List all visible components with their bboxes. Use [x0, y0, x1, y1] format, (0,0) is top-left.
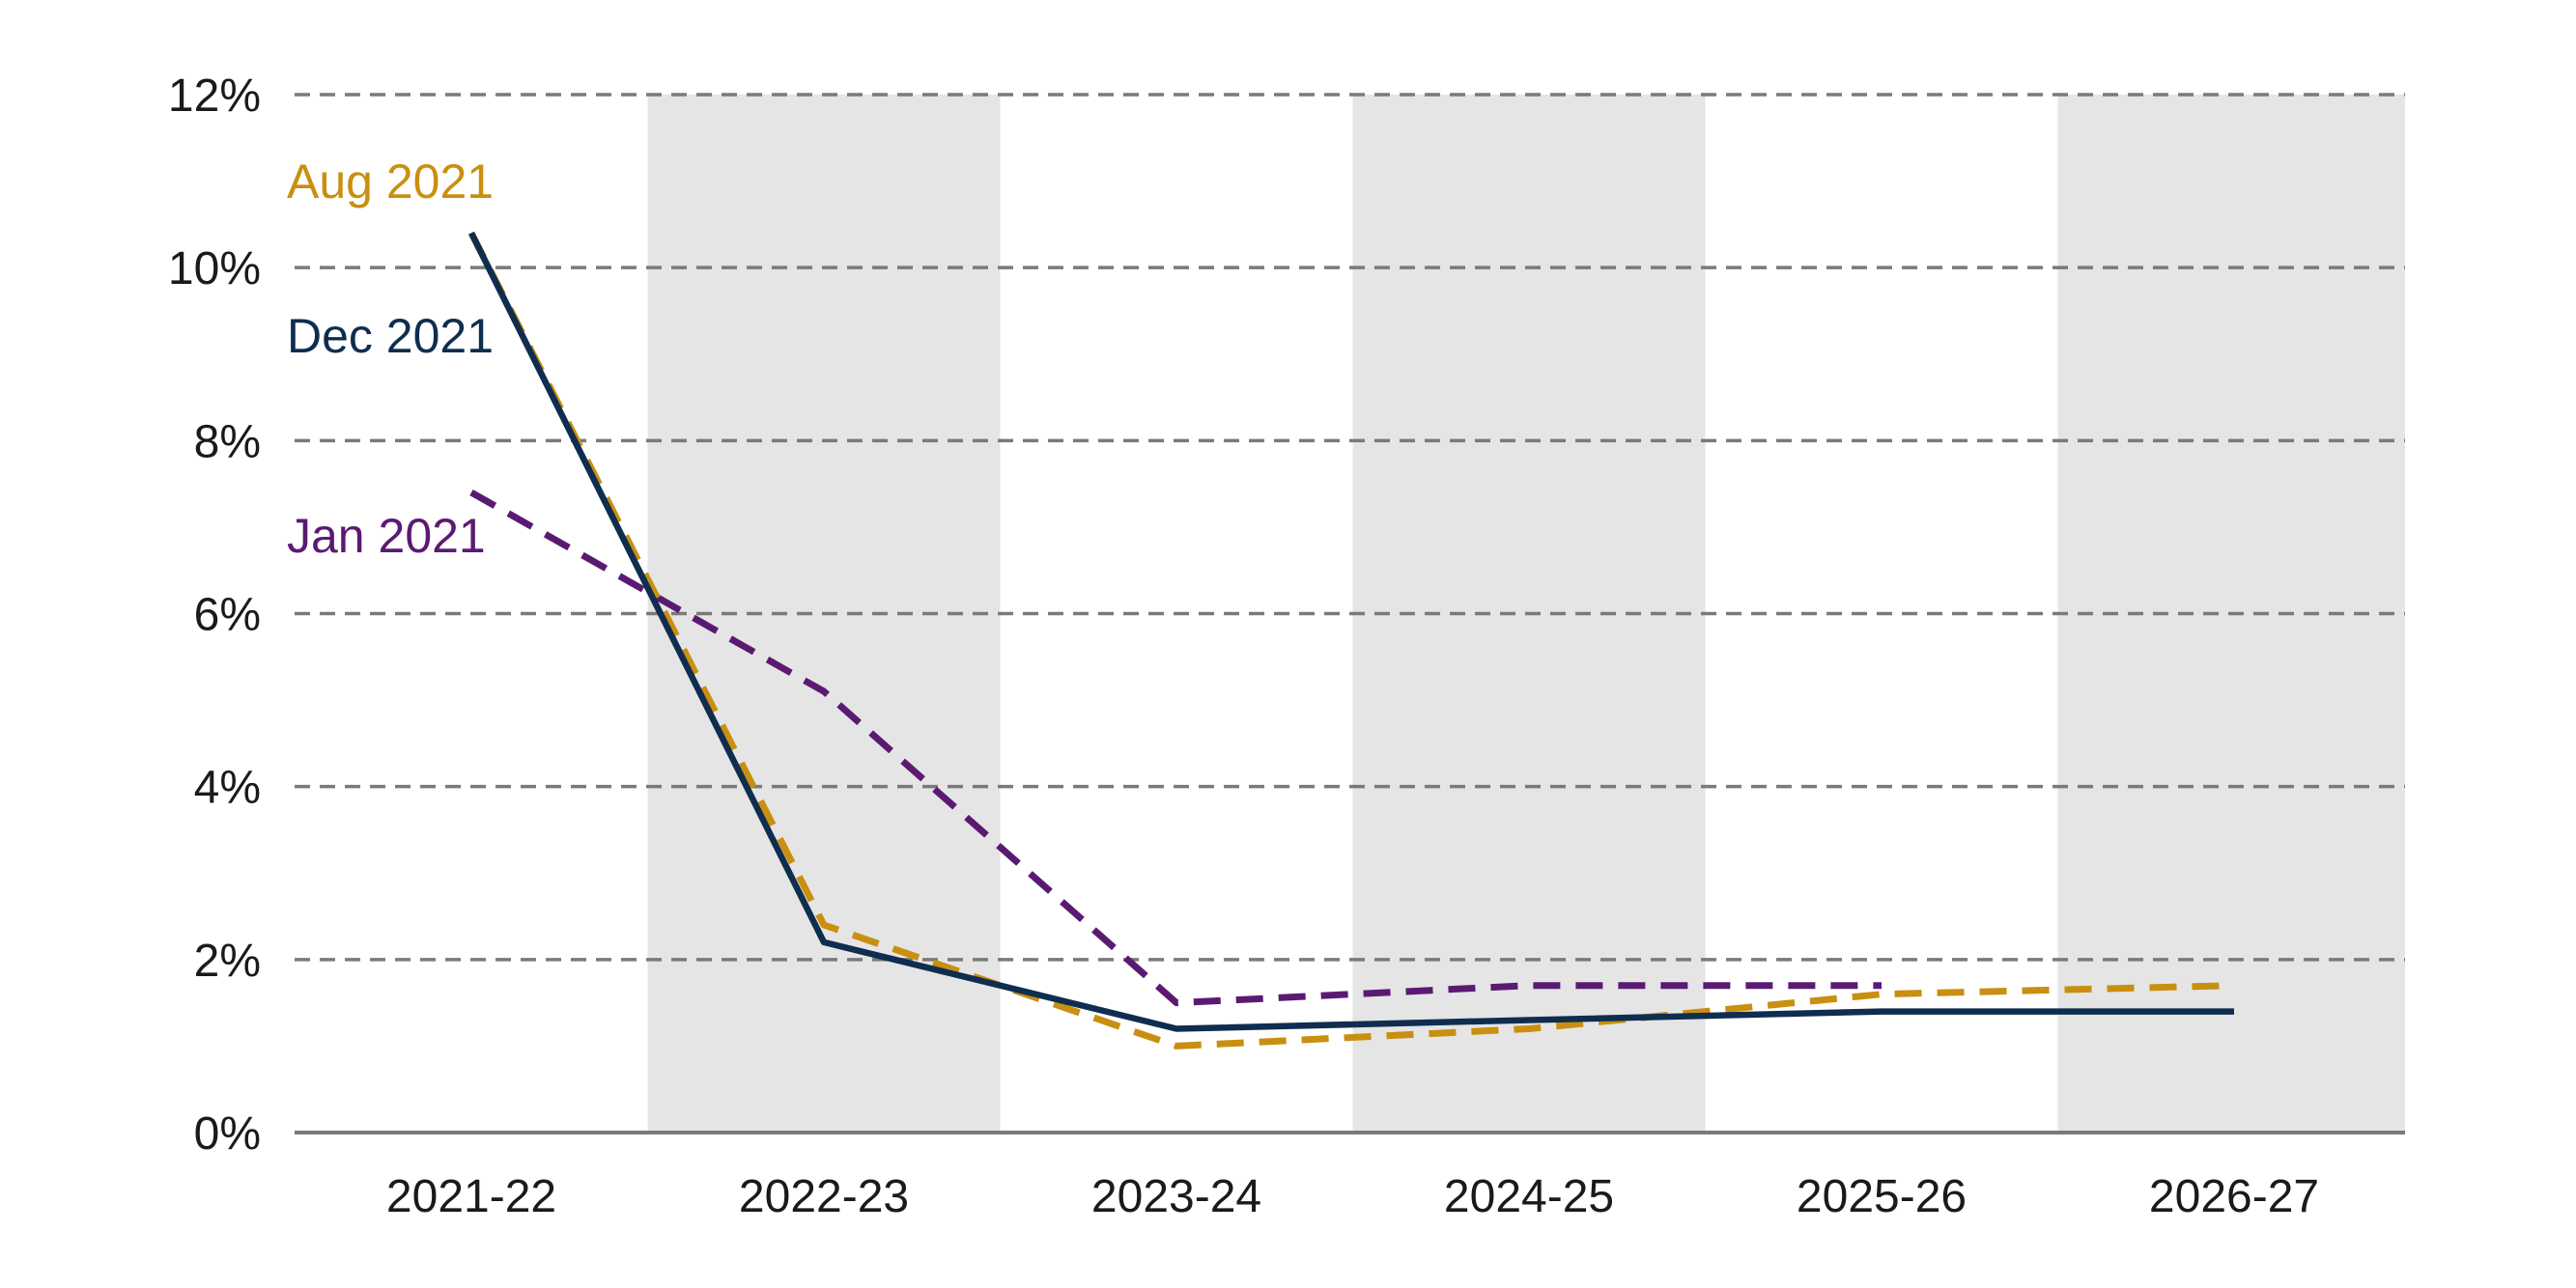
y-tick-label: 4%	[194, 763, 261, 814]
series-line-aug-2021	[467, 231, 2235, 1050]
y-tick-label: 12%	[168, 70, 261, 122]
series-line-dec-2021	[468, 231, 2234, 1032]
y-tick-label: 2%	[194, 936, 261, 987]
y-tick-label: 10%	[168, 243, 261, 294]
series-label-aug-2021: Aug 2021	[287, 154, 494, 209]
series-lines	[467, 231, 2235, 1050]
x-tick-label: 2021-22	[386, 1171, 556, 1222]
series-line-jan-2021	[469, 490, 1882, 1007]
y-axis-tick-labels: 0% 2% 4% 6% 8% 10% 12%	[168, 70, 261, 1160]
series-label-jan-2021: Jan 2021	[287, 509, 486, 563]
y-tick-label: 0%	[194, 1108, 261, 1160]
x-tick-label: 2025-26	[1797, 1171, 1967, 1222]
x-axis-tick-labels: 2021-22 2022-23 2023-24 2024-25 2025-26 2026-…	[386, 1171, 2319, 1222]
y-tick-label: 8%	[194, 416, 261, 467]
x-tick-label: 2023-24	[1091, 1171, 1261, 1222]
series-labels: Jan 2021 Aug 2021 Dec 2021	[287, 154, 494, 563]
x-tick-label: 2026-27	[2149, 1171, 2319, 1222]
series-label-dec-2021: Dec 2021	[287, 309, 494, 363]
x-tick-label: 2024-25	[1444, 1171, 1614, 1222]
y-tick-label: 6%	[194, 590, 261, 641]
gridlines	[295, 93, 2405, 962]
x-tick-label: 2022-23	[739, 1171, 909, 1222]
